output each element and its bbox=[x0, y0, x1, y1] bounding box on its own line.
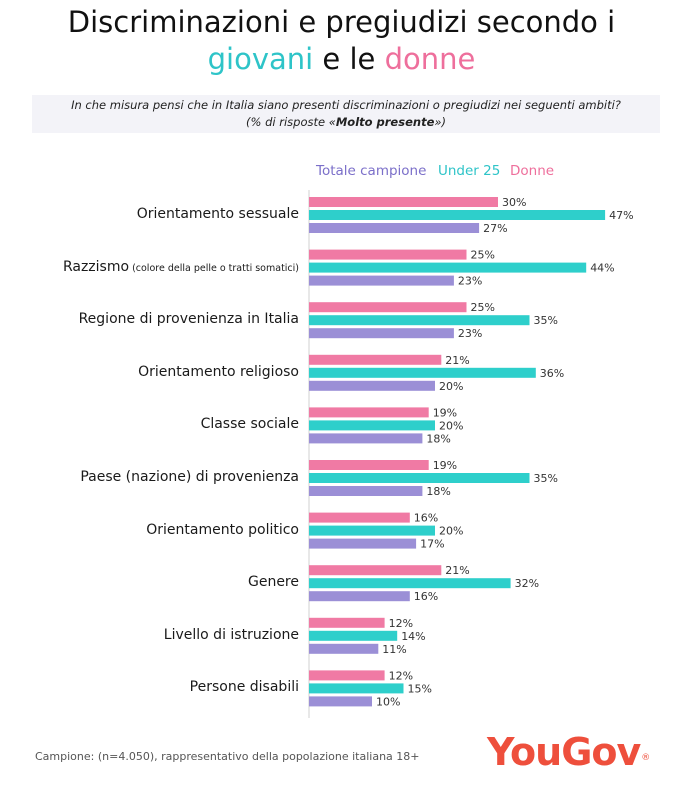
bar-donne-genere bbox=[309, 565, 442, 576]
bar-under-25-paese-nazione-di-provenienza bbox=[309, 473, 530, 483]
data-label-donne-orientamento-politico: 16% bbox=[414, 512, 438, 525]
category-label-text: Orientamento politico bbox=[146, 521, 299, 538]
bar-under-25-orientamento-religioso bbox=[309, 367, 536, 378]
bar-under-25-orientamento-sessuale bbox=[309, 210, 606, 220]
data-label-donne-regione-di-provenienza-in-italia: 25% bbox=[471, 301, 495, 314]
data-label-totale-classe-sociale: 18% bbox=[426, 432, 450, 445]
data-label-donne-paese-nazione-di-provenienza: 19% bbox=[433, 459, 457, 472]
data-label-under-25-razzismo: 44% bbox=[590, 262, 614, 275]
category-label-text: Classe sociale bbox=[200, 416, 299, 433]
category-label-text: Regione di provenienza in Italia bbox=[78, 311, 299, 328]
survey-question: In che misura pensi che in Italia siano … bbox=[32, 95, 660, 133]
category-label-classe-sociale: Classe sociale bbox=[201, 415, 299, 433]
category-label-persone-disabili: Persone disabili bbox=[190, 678, 299, 696]
data-label-under-25-genere: 32% bbox=[515, 577, 539, 590]
data-label-totale-paese-nazione-di-provenienza: 18% bbox=[426, 485, 450, 498]
category-label-paese-nazione-di-provenienza: Paese (nazione) di provenienza bbox=[80, 468, 299, 486]
yougov-logo: YouGov® bbox=[487, 730, 650, 774]
registered-mark: ® bbox=[641, 753, 650, 763]
bar-donne-regione-di-provenienza-in-italia bbox=[309, 302, 467, 313]
data-label-totale-regione-di-provenienza-in-italia: 23% bbox=[458, 327, 482, 340]
category-label-text: Orientamento religioso bbox=[138, 363, 299, 380]
data-label-under-25-orientamento-politico: 20% bbox=[439, 525, 463, 538]
survey-question-bold: Molto presente bbox=[335, 115, 435, 129]
chart-title: Discriminazioni e pregiudizi secondo i g… bbox=[0, 4, 683, 78]
bar-under-25-genere bbox=[309, 578, 511, 589]
category-label-text: Genere bbox=[247, 574, 299, 591]
bar-under-25-persone-disabili bbox=[309, 683, 404, 694]
data-label-donne-classe-sociale: 19% bbox=[433, 406, 457, 419]
data-label-donne-persone-disabili: 12% bbox=[389, 669, 413, 682]
legend-under-25: Under 25 bbox=[438, 163, 501, 179]
data-label-under-25-paese-nazione-di-provenienza: 35% bbox=[534, 472, 558, 485]
bar-totale-razzismo bbox=[309, 275, 454, 286]
data-label-under-25-livello-di-istruzione: 14% bbox=[401, 630, 425, 643]
data-label-totale-persone-disabili: 10% bbox=[376, 695, 400, 708]
chart-title-giovani: giovani bbox=[207, 42, 314, 76]
data-label-totale-genere: 16% bbox=[414, 590, 438, 603]
bar-totale-orientamento-religioso bbox=[309, 380, 435, 391]
survey-question-suffix: ») bbox=[434, 115, 446, 129]
data-label-donne-genere: 21% bbox=[445, 564, 469, 577]
bar-totale-persone-disabili bbox=[309, 696, 372, 707]
category-label-text: Razzismo bbox=[62, 258, 130, 275]
bar-donne-orientamento-religioso bbox=[309, 354, 442, 365]
bar-under-25-livello-di-istruzione bbox=[309, 630, 398, 641]
category-label-text: Persone disabili bbox=[189, 679, 299, 696]
category-label-orientamento-sessuale: Orientamento sessuale bbox=[137, 205, 299, 223]
bar-totale-orientamento-sessuale bbox=[309, 223, 480, 233]
category-label-text: Orientamento sessuale bbox=[136, 206, 299, 222]
sample-footnote: Campione: (n=4.050), rappresentativo del… bbox=[35, 750, 420, 763]
bar-totale-regione-di-provenienza-in-italia bbox=[309, 328, 454, 339]
bar-donne-paese-nazione-di-provenienza bbox=[309, 460, 429, 470]
data-label-totale-razzismo: 23% bbox=[458, 275, 482, 288]
category-label-genere: Genere bbox=[248, 573, 299, 591]
category-label-note: (colore della pelle o tratti somatici) bbox=[129, 262, 299, 274]
bar-totale-livello-di-istruzione bbox=[309, 643, 379, 654]
data-label-under-25-orientamento-religioso: 36% bbox=[540, 367, 564, 380]
bar-donne-livello-di-istruzione bbox=[309, 617, 385, 628]
bar-under-25-classe-sociale bbox=[309, 420, 435, 431]
yougov-logo-text: YouGov bbox=[487, 730, 641, 774]
data-label-totale-orientamento-politico: 17% bbox=[420, 538, 444, 551]
data-label-donne-orientamento-religioso: 21% bbox=[445, 354, 469, 367]
category-label-regione-di-provenienza-in-italia: Regione di provenienza in Italia bbox=[79, 310, 299, 328]
chart-title-line1: Discriminazioni e pregiudizi secondo i bbox=[67, 5, 616, 39]
data-label-donne-livello-di-istruzione: 12% bbox=[389, 617, 413, 630]
bar-totale-genere bbox=[309, 591, 410, 602]
chart-title-donne: donne bbox=[384, 42, 476, 76]
data-label-under-25-classe-sociale: 20% bbox=[439, 419, 463, 432]
data-label-totale-orientamento-religioso: 20% bbox=[439, 380, 463, 393]
bar-donne-orientamento-sessuale bbox=[309, 197, 498, 207]
data-label-under-25-persone-disabili: 15% bbox=[408, 682, 432, 695]
bar-totale-orientamento-politico bbox=[309, 538, 417, 549]
chart-title-connector: e le bbox=[313, 42, 385, 76]
bar-donne-razzismo bbox=[309, 249, 467, 260]
legend-totale-campione: Totale campione bbox=[316, 163, 427, 179]
bar-under-25-orientamento-politico bbox=[309, 525, 435, 536]
bar-donne-orientamento-politico bbox=[309, 512, 410, 523]
category-label-text: Livello di istruzione bbox=[163, 626, 299, 643]
data-label-donne-orientamento-sessuale: 30% bbox=[502, 196, 526, 209]
bar-under-25-razzismo bbox=[309, 262, 587, 273]
bar-under-25-regione-di-provenienza-in-italia bbox=[309, 315, 530, 326]
data-label-under-25-regione-di-provenienza-in-italia: 35% bbox=[534, 314, 558, 327]
bar-donne-persone-disabili bbox=[309, 670, 385, 681]
category-label-orientamento-politico: Orientamento politico bbox=[146, 521, 299, 539]
category-label-livello-di-istruzione: Livello di istruzione bbox=[164, 626, 299, 644]
survey-question-prefix: (% di risposte « bbox=[246, 115, 336, 129]
data-label-donne-razzismo: 25% bbox=[471, 249, 495, 262]
data-label-under-25-orientamento-sessuale: 47% bbox=[609, 209, 633, 222]
bar-totale-classe-sociale bbox=[309, 433, 423, 444]
category-label-razzismo: Razzismo (colore della pelle o tratti so… bbox=[63, 258, 299, 278]
legend-donne: Donne bbox=[510, 163, 555, 179]
bar-donne-classe-sociale bbox=[309, 407, 429, 418]
data-label-totale-livello-di-istruzione: 11% bbox=[382, 643, 406, 656]
category-label-text: Paese (nazione) di provenienza bbox=[80, 469, 299, 485]
category-label-orientamento-religioso: Orientamento religioso bbox=[138, 363, 299, 381]
bar-totale-paese-nazione-di-provenienza bbox=[309, 486, 423, 496]
survey-question-line1: In che misura pensi che in Italia siano … bbox=[71, 98, 621, 112]
data-label-totale-orientamento-sessuale: 27% bbox=[483, 222, 507, 235]
